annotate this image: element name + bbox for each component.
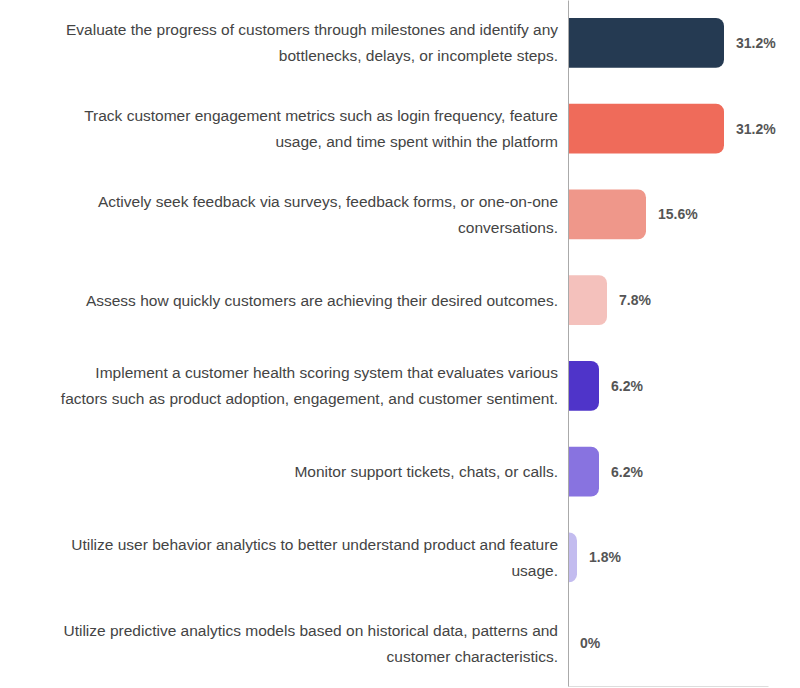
category-label: Assess how quickly customers are achievi…: [86, 292, 558, 309]
category-label-line: Assess how quickly customers are achievi…: [86, 292, 558, 309]
category-label-line: Monitor support tickets, chats, or calls…: [294, 463, 558, 480]
category-label-line: conversations.: [458, 219, 558, 236]
y-axis-line: [568, 1, 569, 687]
data-label: 7.8%: [619, 292, 651, 308]
data-label: 31.2%: [736, 121, 776, 137]
tick: Utilize predictive analytics models base…: [63, 622, 558, 665]
category-label: Implement a customer health scoring syst…: [61, 364, 558, 407]
category-label-line: usage.: [511, 562, 558, 579]
bar: [568, 533, 577, 583]
y-axis: Evaluate the progress of customers throu…: [61, 1, 569, 687]
category-label: Track customer engagement metrics such a…: [84, 107, 558, 150]
bar: [568, 190, 646, 240]
tick: Implement a customer health scoring syst…: [61, 364, 558, 407]
tick: Track customer engagement metrics such a…: [84, 107, 558, 150]
category-label-line: Implement a customer health scoring syst…: [95, 364, 558, 381]
bar: [568, 18, 724, 68]
tick: Monitor support tickets, chats, or calls…: [294, 463, 558, 480]
data-label: 6.2%: [611, 378, 643, 394]
chart: Evaluate the progress of customers throu…: [0, 0, 800, 688]
data-label: 31.2%: [736, 35, 776, 51]
data-label: 15.6%: [658, 206, 698, 222]
category-label-line: customer characteristics.: [387, 648, 558, 665]
bars: [568, 18, 724, 582]
category-label-line: Actively seek feedback via surveys, feed…: [98, 193, 558, 210]
tick: Evaluate the progress of customers throu…: [66, 21, 558, 64]
x-axis: [569, 686, 769, 687]
category-label-line: factors such as product adoption, engage…: [61, 390, 558, 407]
category-label: Evaluate the progress of customers throu…: [66, 21, 558, 64]
category-label-line: bottlenecks, delays, or incomplete steps…: [279, 47, 558, 64]
data-label: 6.2%: [611, 464, 643, 480]
category-label: Utilize predictive analytics models base…: [63, 622, 558, 665]
tick: Actively seek feedback via surveys, feed…: [98, 193, 558, 236]
bar: [568, 447, 599, 497]
data-label: 0%: [580, 635, 601, 651]
bar: [568, 275, 607, 325]
data-labels: 31.2% 31.2% 15.6% 7.8% 6.2% 6.2% 1.8% 0%: [580, 35, 776, 651]
category-label-line: usage, and time spent within the platfor…: [275, 133, 558, 150]
category-label-line: Evaluate the progress of customers throu…: [66, 21, 558, 38]
category-label: Monitor support tickets, chats, or calls…: [294, 463, 558, 480]
category-label-line: Utilize predictive analytics models base…: [63, 622, 558, 639]
x-axis-line: [569, 686, 769, 687]
tick: Assess how quickly customers are achievi…: [86, 292, 558, 309]
data-label: 1.8%: [589, 549, 621, 565]
tick: Utilize user behavior analytics to bette…: [71, 536, 558, 579]
category-label: Actively seek feedback via surveys, feed…: [98, 193, 558, 236]
bar: [568, 104, 724, 154]
category-label-line: Utilize user behavior analytics to bette…: [71, 536, 558, 553]
plot: Evaluate the progress of customers throu…: [61, 1, 776, 687]
category-label-line: Track customer engagement metrics such a…: [84, 107, 558, 124]
category-label: Utilize user behavior analytics to bette…: [71, 536, 558, 579]
bar: [568, 361, 599, 411]
